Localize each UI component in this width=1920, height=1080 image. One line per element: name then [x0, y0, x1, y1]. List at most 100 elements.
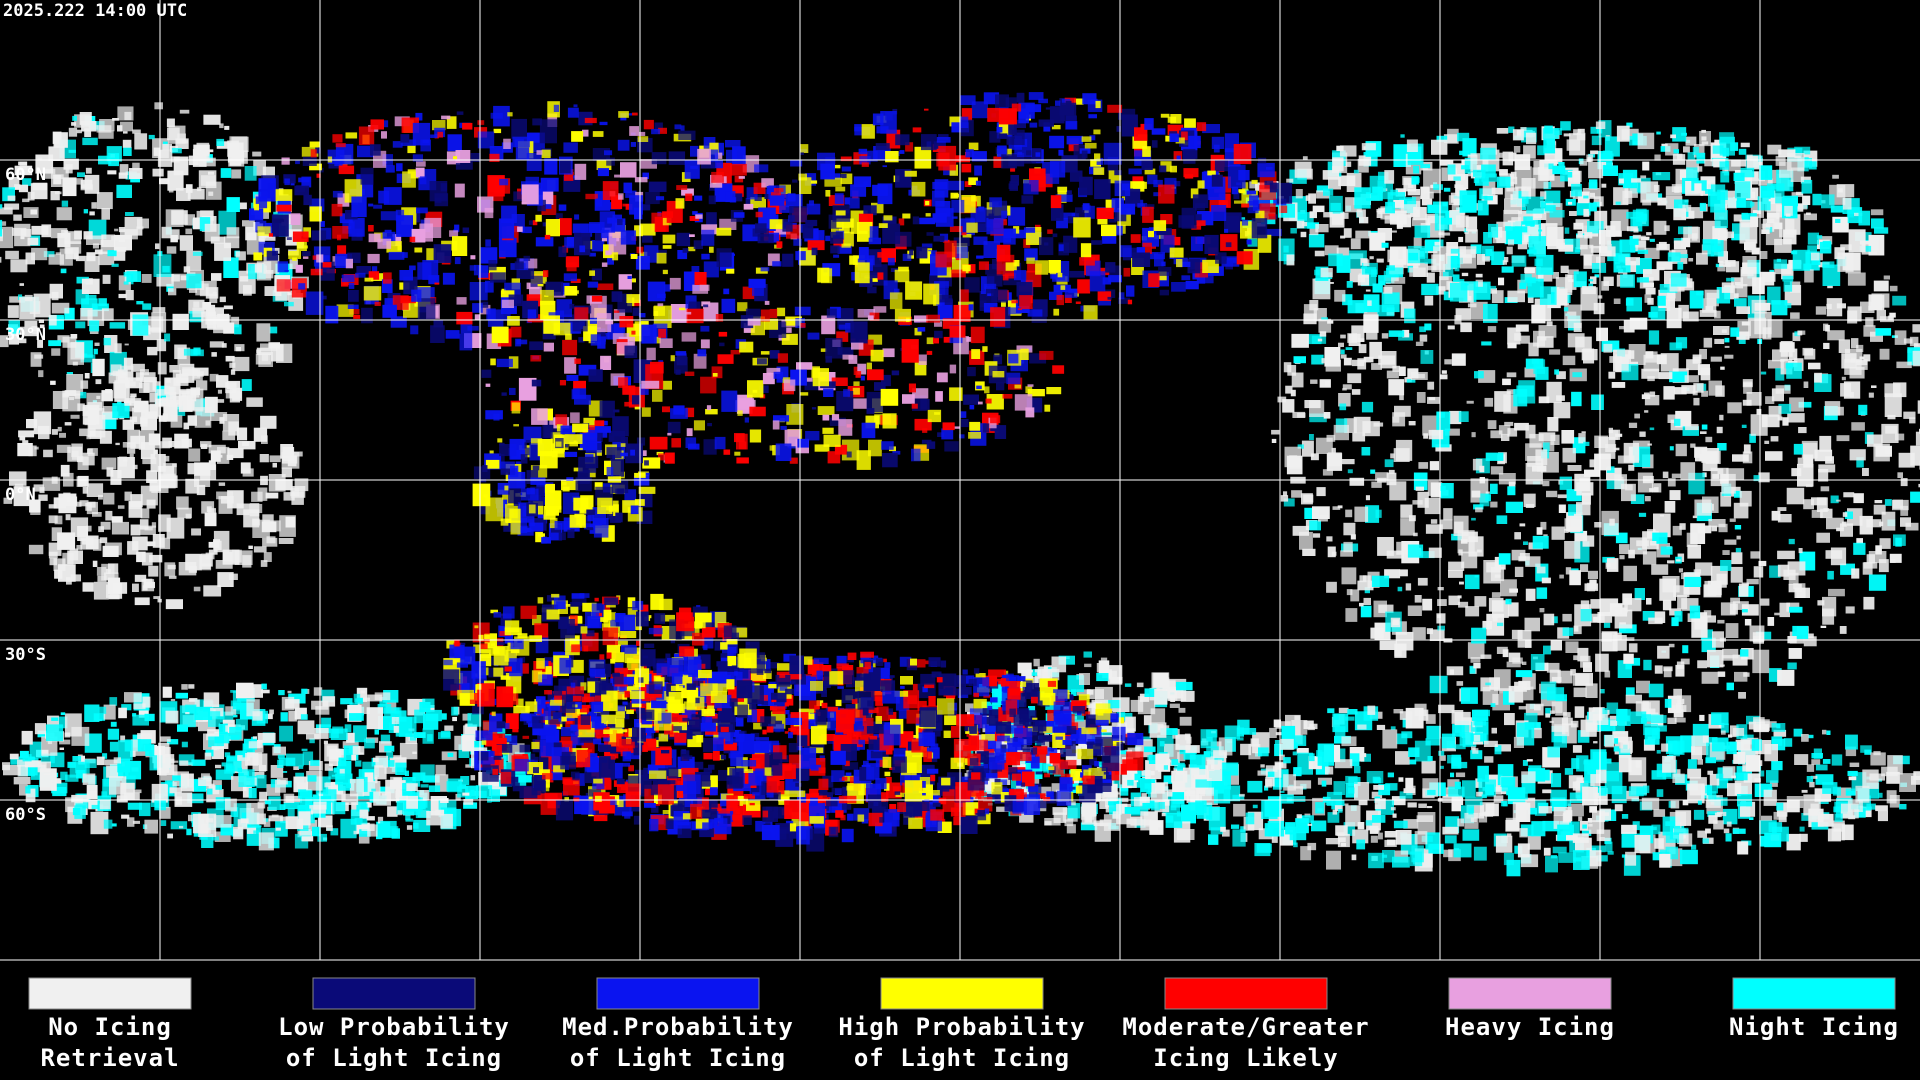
- cloud-pixel: [1414, 595, 1422, 603]
- cloud-pixel: [1682, 800, 1689, 806]
- cloud-pixel: [446, 781, 462, 792]
- cloud-pixel: [474, 314, 480, 321]
- cloud-pixel: [323, 740, 328, 745]
- cloud-pixel: [196, 484, 206, 496]
- cloud-pixel: [1443, 849, 1453, 858]
- cloud-pixel: [236, 503, 250, 516]
- cloud-pixel: [1755, 760, 1763, 766]
- cloud-pixel: [1377, 537, 1394, 556]
- cloud-pixel: [1324, 347, 1341, 367]
- cloud-pixel: [1341, 736, 1357, 747]
- cloud-pixel: [1708, 791, 1717, 802]
- cloud-pixel: [1384, 459, 1394, 468]
- cloud-pixel: [1725, 623, 1739, 638]
- cloud-pixel: [1491, 290, 1504, 303]
- cloud-pixel: [1810, 252, 1820, 261]
- cloud-pixel: [1759, 165, 1773, 180]
- cloud-pixel: [1476, 254, 1485, 265]
- cloud-pixel: [1851, 338, 1859, 349]
- cloud-pixel: [465, 785, 478, 800]
- cloud-pixel: [1822, 782, 1838, 794]
- cloud-pixel: [170, 229, 180, 240]
- cloud-pixel: [189, 288, 198, 293]
- cloud-pixel: [1134, 773, 1141, 781]
- cloud-pixel: [1387, 839, 1396, 846]
- cloud-pixel: [94, 342, 100, 346]
- cloud-pixel: [406, 825, 413, 830]
- cloud-pixel: [470, 153, 481, 162]
- cloud-pixel: [1467, 303, 1477, 308]
- cloud-pixel: [1486, 562, 1501, 573]
- cloud-pixel: [1750, 216, 1759, 228]
- cloud-pixel: [1376, 258, 1384, 263]
- cloud-pixel: [1660, 546, 1673, 555]
- cloud-pixel: [1771, 736, 1783, 746]
- cloud-pixel: [404, 770, 409, 776]
- cloud-pixel: [1497, 622, 1504, 627]
- cloud-pixel: [1382, 729, 1398, 749]
- cloud-pixel: [229, 726, 242, 740]
- cloud-pixel: [1490, 466, 1504, 475]
- cloud-pixel: [83, 209, 88, 214]
- cloud-pixel: [1498, 473, 1516, 485]
- cloud-pixel: [1886, 771, 1900, 784]
- cloud-pixel: [164, 455, 170, 462]
- cloud-pixel: [19, 297, 36, 320]
- cloud-pixel: [1454, 744, 1466, 750]
- cloud-pixel: [1378, 275, 1386, 286]
- cloud-pixel: [1466, 400, 1474, 404]
- cloud-pixel: [1738, 583, 1749, 597]
- cloud-pixel: [1400, 204, 1417, 214]
- cloud-pixel: [447, 752, 454, 757]
- cloud-pixel: [1475, 177, 1489, 186]
- cloud-pixel: [1717, 619, 1725, 624]
- cloud-pixel: [194, 706, 213, 720]
- cloud-pixel: [116, 795, 128, 803]
- cloud-pixel: [223, 322, 235, 334]
- cloud-pixel: [1662, 576, 1680, 593]
- cloud-pixel: [106, 467, 114, 477]
- cloud-pixel: [1341, 567, 1357, 585]
- cloud-pixel: [177, 507, 192, 519]
- cloud-pixel: [236, 682, 254, 699]
- cloud-pixel: [339, 768, 345, 777]
- cloud-pixel: [7, 195, 16, 201]
- cloud-pixel: [1508, 685, 1524, 703]
- cloud-pixel: [99, 537, 108, 544]
- cloud-pixel: [1705, 828, 1711, 834]
- cloud-pixel: [1549, 720, 1554, 723]
- cloud-pixel: [1760, 371, 1767, 375]
- cloud-pixel: [1525, 424, 1536, 439]
- cloud-pixel: [1033, 658, 1040, 667]
- cloud-pixel: [166, 378, 171, 383]
- cloud-pixel: [182, 369, 198, 376]
- cloud-pixel: [1434, 241, 1441, 246]
- cloud-pixel: [140, 369, 149, 376]
- cloud-pixel: [390, 710, 407, 722]
- cloud-pixel: [1427, 480, 1439, 496]
- cloud-pixel: [0, 226, 14, 249]
- cloud-pixel: [1618, 748, 1631, 758]
- cloud-pixel: [1484, 195, 1493, 201]
- cloud-pixel: [252, 519, 270, 538]
- cloud-pixel: [1736, 331, 1750, 340]
- cloud-pixel: [24, 760, 42, 768]
- cloud-pixel: [254, 264, 263, 273]
- cloud-pixel: [1442, 794, 1459, 803]
- cloud-pixel: [179, 235, 193, 251]
- cloud-pixel: [391, 717, 400, 725]
- cloud-pixel: [1543, 534, 1548, 538]
- cloud-pixel: [1667, 478, 1676, 487]
- cloud-pixel: [28, 544, 44, 555]
- cloud-pixel: [1462, 780, 1476, 798]
- cloud-pixel: [102, 753, 108, 759]
- cloud-pixel: [1760, 598, 1770, 606]
- cloud-pixel: [485, 239, 491, 247]
- cloud-pixel: [81, 121, 97, 132]
- cloud-pixel: [1768, 199, 1774, 202]
- cloud-pixel: [1523, 234, 1530, 243]
- cloud-pixel: [1504, 187, 1519, 199]
- cloud-pixel: [1710, 356, 1722, 362]
- cloud-pixel: [1100, 657, 1108, 661]
- cloud-pixel: [1488, 223, 1499, 238]
